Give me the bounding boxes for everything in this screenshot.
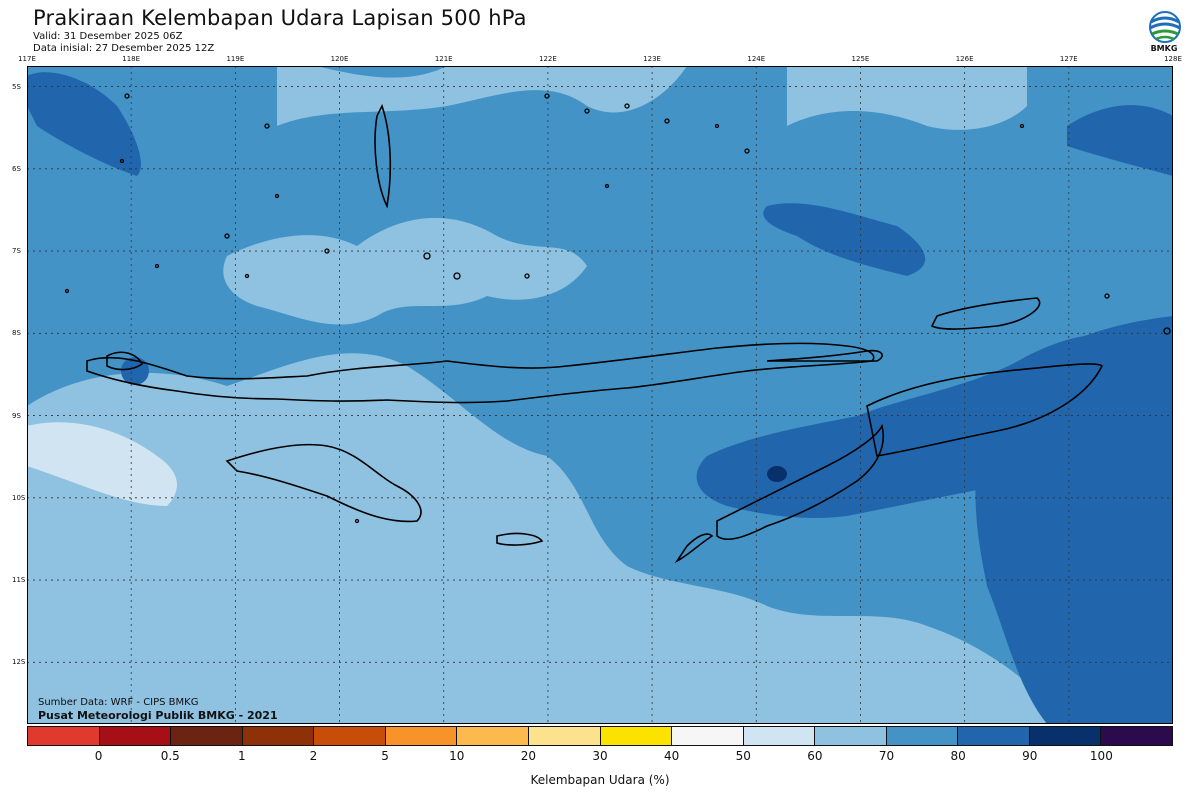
- colorbar-segment: [1101, 727, 1172, 745]
- coastlines: [86, 103, 1103, 564]
- lat-label: 12S: [12, 658, 26, 667]
- small-islands: [64, 93, 1171, 524]
- lon-label: 122E: [539, 55, 557, 63]
- colorbar-tick-label: 30: [592, 749, 608, 763]
- lon-label: 126E: [955, 55, 974, 63]
- colorbar-segment: [385, 727, 458, 745]
- colorbar-segment: [1029, 727, 1102, 745]
- lat-label: 5S: [12, 82, 21, 91]
- coast-selayar: [374, 103, 392, 209]
- colorbar-segment: [528, 727, 601, 745]
- humidity-field-70-center: [223, 217, 587, 325]
- colorbar-segment: [99, 727, 172, 745]
- colorbar-tick-label: 20: [520, 749, 537, 763]
- lon-label: 117E: [18, 55, 36, 63]
- coast-lombok: [106, 351, 144, 371]
- colorbar-tick-label: 60: [807, 749, 823, 763]
- colorbar-segment: [815, 727, 887, 745]
- credit-text: Pusat Meteorologi Publik BMKG - 2021: [38, 709, 278, 722]
- colorbar-segment: [886, 727, 959, 745]
- lon-label: 125E: [851, 55, 870, 63]
- lon-label: 120E: [330, 55, 349, 63]
- lon-label: 127E: [1059, 55, 1078, 63]
- coast-wetar: [930, 297, 1041, 330]
- lat-label: 7S: [12, 247, 21, 256]
- valid-time: Valid: 31 Desember 2025 06Z: [33, 31, 183, 42]
- lon-label: 118E: [122, 55, 141, 63]
- humidity-field-90-mid: [763, 203, 926, 276]
- colorbar-tick-label: 50: [735, 749, 751, 763]
- coast-sumba: [225, 443, 422, 523]
- coast-alor: [766, 349, 883, 362]
- colorbar-tick-label: 70: [878, 749, 895, 763]
- lon-label: 128E: [1164, 55, 1182, 63]
- coast-sawu: [496, 532, 544, 546]
- colorbar-tick-label: 90: [1022, 749, 1038, 763]
- colorbar-segment: [314, 727, 386, 745]
- lon-label: 121E: [434, 55, 453, 63]
- colorbar-tick-label: 1: [238, 749, 246, 763]
- colorbar-tick-label: 2: [309, 749, 318, 763]
- coast-timor-west: [674, 533, 714, 564]
- colorbar-tick-label: 80: [950, 749, 966, 763]
- colorbar-segment: [28, 727, 100, 745]
- humidity-field-70-ne: [787, 66, 1027, 130]
- lat-label: 9S: [12, 411, 21, 420]
- lat-label: 8S: [12, 329, 21, 338]
- humidity-map: [27, 66, 1173, 724]
- logo-label: BMKG: [1150, 44, 1178, 53]
- colorbar-tick-label: 0.5: [160, 749, 180, 763]
- humidity-field-90-east: [975, 316, 1173, 724]
- colorbar-segment: [672, 727, 744, 745]
- humidity-field-90-ne: [1067, 105, 1173, 176]
- colorbar-segment: [171, 727, 243, 745]
- lat-label: 11S: [12, 576, 26, 585]
- coast-tanimbar-outline: [866, 363, 1103, 457]
- colorbar-tick-label: 100: [1089, 749, 1113, 763]
- colorbar-tick-label: 5: [381, 749, 389, 763]
- lon-label: 124E: [747, 55, 766, 63]
- colorbar-segment: [958, 727, 1030, 745]
- humidity-field-60: [27, 422, 177, 506]
- coast-timor: [716, 423, 884, 541]
- lon-label: 123E: [643, 55, 661, 63]
- colorbar-tick-label: 10: [449, 749, 465, 763]
- map-title: Prakiraan Kelembapan Udara Lapisan 500 h…: [33, 6, 527, 30]
- colorbar-tick-label: 40: [663, 749, 680, 763]
- humidity-field-100: [767, 466, 787, 482]
- initial-time: Data inisial: 27 Desember 2025 12Z: [33, 43, 215, 54]
- lat-label: 6S: [12, 164, 21, 173]
- colorbar-segment: [242, 727, 315, 745]
- graticule: [27, 66, 1173, 724]
- colorbar: [27, 726, 1173, 746]
- lon-label: 119E: [226, 55, 245, 63]
- lat-label: 10S: [12, 493, 26, 502]
- bmkg-logo-icon: [1149, 11, 1181, 43]
- colorbar-title: Kelembapan Udara (%): [530, 773, 670, 787]
- colorbar-segment: [600, 727, 673, 745]
- colorbar-segment: [457, 727, 529, 745]
- colorbar-segment: [743, 727, 816, 745]
- humidity-field-90-nw: [27, 72, 141, 176]
- colorbar-tick-label: 0: [94, 749, 103, 763]
- data-source: Sumber Data: WRF - CIPS BMKG: [38, 697, 199, 708]
